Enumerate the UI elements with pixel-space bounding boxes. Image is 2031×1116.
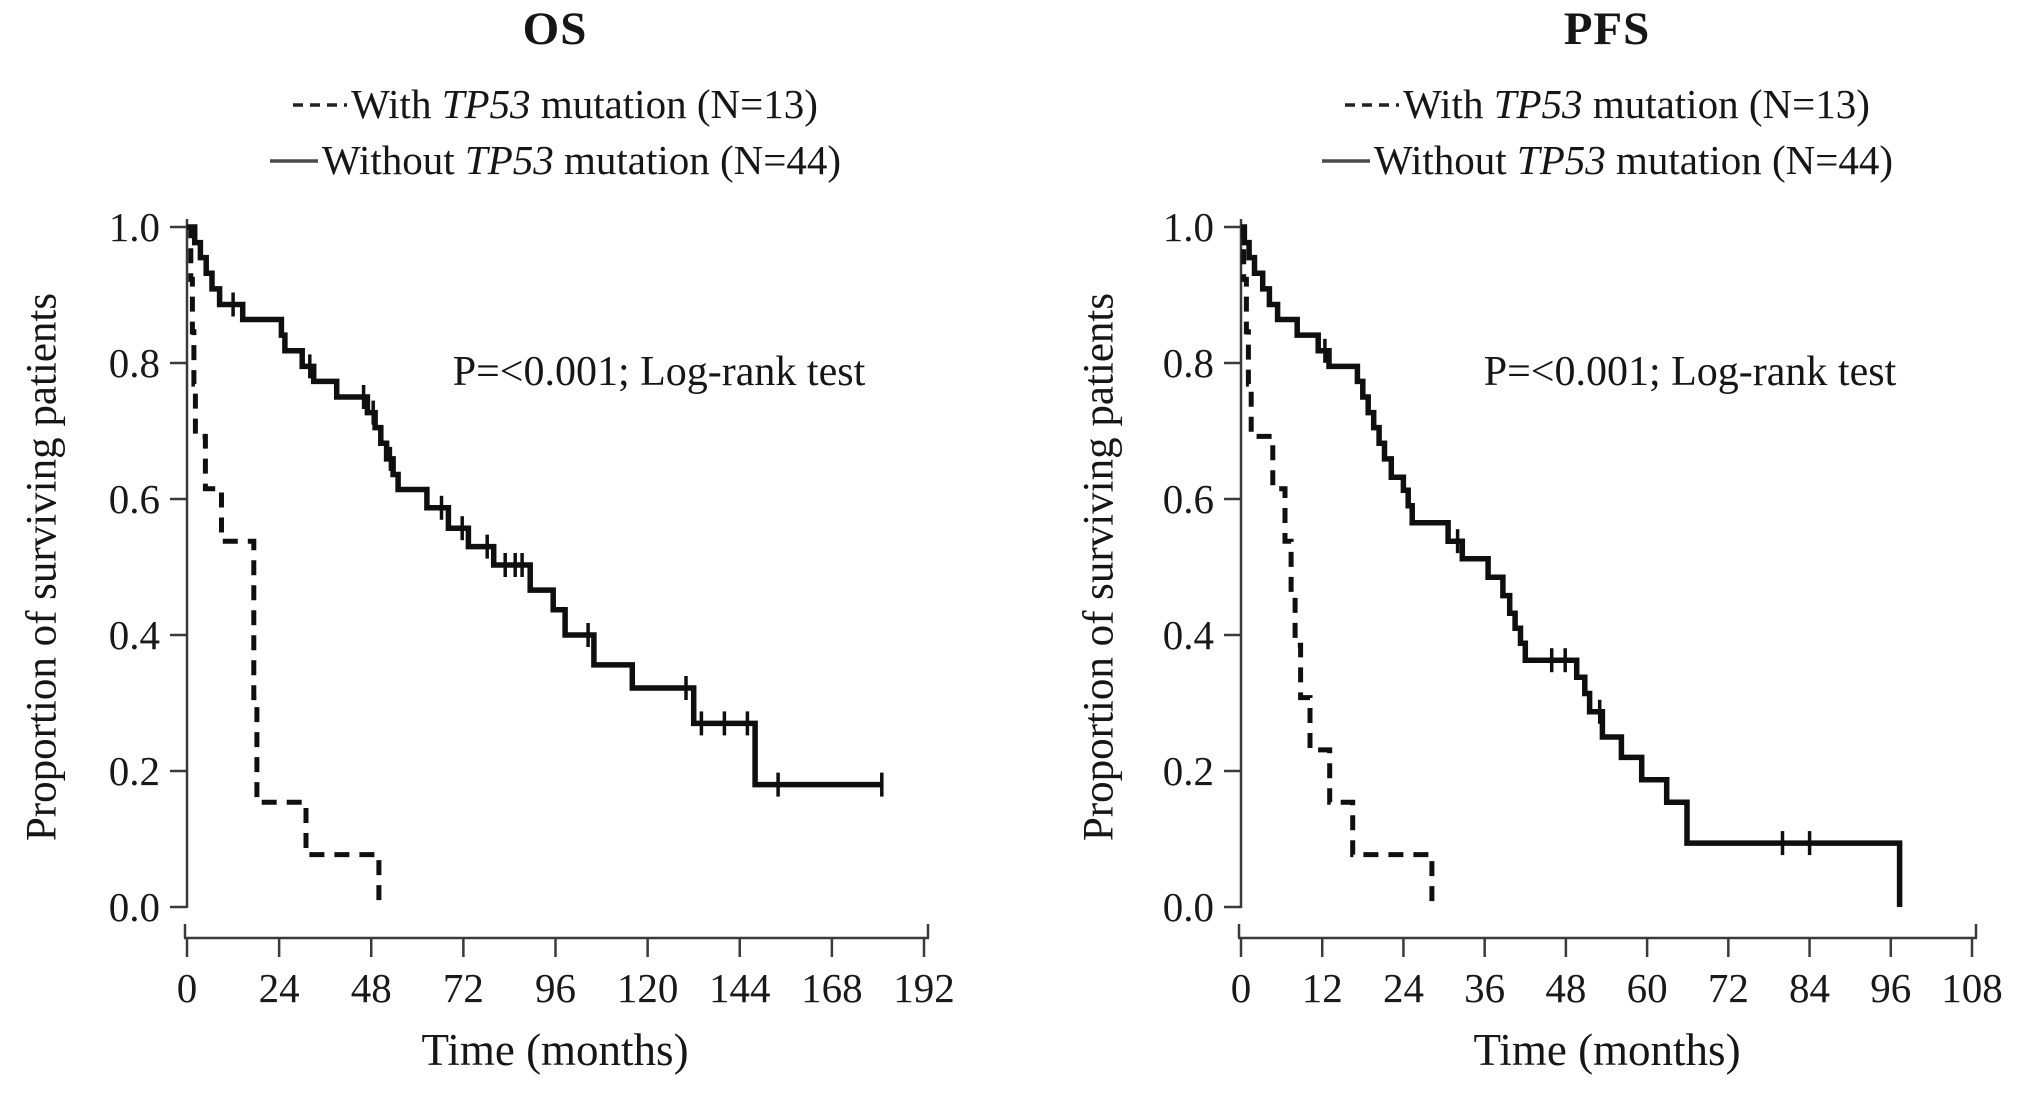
svg-text:0.2: 0.2 [1163,748,1214,794]
panel-os: OS With TP53 mutation (N=13) Without TP5… [0,0,1015,1116]
svg-text:24: 24 [1383,965,1424,1011]
svg-text:36: 36 [1464,965,1505,1011]
legend-label-with-tp53: With TP53 mutation (N=13) [1403,81,1870,127]
legend-item-without-tp53: Without TP53 mutation (N=44) [155,132,955,188]
solid-line-icon [1321,153,1371,171]
x-axis-label-pfs: Time (months) [1473,1025,1741,1075]
pvalue-annotation-os: P=<0.001; Log-rank test [452,349,866,395]
svg-text:96: 96 [535,965,576,1011]
svg-text:1.0: 1.0 [109,204,160,250]
legend-item-with-tp53: With TP53 mutation (N=13) [1207,76,2007,132]
panel-title-pfs: PFS [1563,3,1651,55]
svg-text:0.6: 0.6 [109,476,160,522]
svg-text:84: 84 [1789,965,1830,1011]
x-axis-label-os: Time (months) [421,1025,689,1075]
svg-text:0.0: 0.0 [109,884,160,930]
panel-title-os: OS [522,3,588,55]
legend-label-without-tp53: Without TP53 mutation (N=44) [321,137,842,183]
solid-line-icon [269,153,319,171]
svg-text:0.4: 0.4 [109,612,160,658]
svg-text:0.2: 0.2 [109,748,160,794]
pvalue-annotation-pfs: P=<0.001; Log-rank test [1483,349,1897,395]
plot-area-os: 1.0 0.8 0.6 0.4 0.2 0.0 0 24 48 72 96 120 144 168 192 [109,204,955,1011]
svg-text:0: 0 [177,965,198,1011]
svg-text:0.0: 0.0 [1163,884,1214,930]
dashed-line-icon [1344,97,1400,115]
svg-text:48: 48 [351,965,392,1011]
svg-text:0.8: 0.8 [1163,340,1214,386]
svg-text:60: 60 [1627,965,1668,1011]
legend-item-without-tp53: Without TP53 mutation (N=44) [1207,132,2007,188]
legend-os: With TP53 mutation (N=13) Without TP53 m… [155,76,955,188]
svg-text:168: 168 [801,965,863,1011]
svg-text:0.8: 0.8 [109,340,160,386]
legend-label-with-tp53: With TP53 mutation (N=13) [351,81,818,127]
svg-text:144: 144 [709,965,771,1011]
svg-text:0: 0 [1231,965,1252,1011]
svg-text:192: 192 [893,965,955,1011]
panel-pfs: PFS With TP53 mutation (N=13) Without TP… [1015,0,2031,1116]
legend-label-without-tp53: Without TP53 mutation (N=44) [1373,137,1894,183]
svg-text:0.6: 0.6 [1163,476,1214,522]
svg-text:72: 72 [443,965,484,1011]
legend-item-with-tp53: With TP53 mutation (N=13) [155,76,955,132]
svg-text:12: 12 [1302,965,1343,1011]
plot-area-pfs: 1.0 0.8 0.6 0.4 0.2 0.0 0 12 24 36 48 60 72 84 96 108 [1163,204,2003,1011]
legend-pfs: With TP53 mutation (N=13) Without TP53 m… [1207,76,2007,188]
svg-text:0.4: 0.4 [1163,612,1214,658]
svg-text:1.0: 1.0 [1163,204,1214,250]
svg-text:24: 24 [259,965,300,1011]
svg-text:72: 72 [1708,965,1749,1011]
svg-text:108: 108 [1941,965,2003,1011]
svg-text:48: 48 [1545,965,1586,1011]
svg-text:120: 120 [617,965,679,1011]
dashed-line-icon [292,97,348,115]
svg-text:96: 96 [1870,965,1911,1011]
